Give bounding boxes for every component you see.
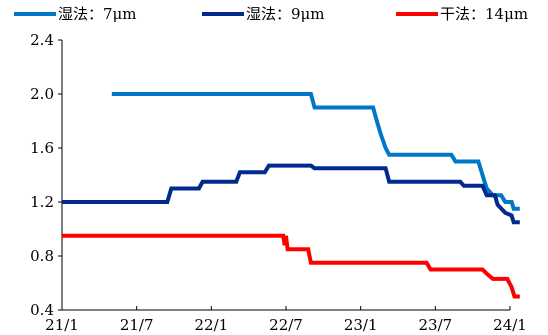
- x-tick-label: 22/1: [194, 316, 228, 334]
- y-tick-label: 0.8: [30, 247, 54, 265]
- x-tick-label: 22/7: [269, 316, 303, 334]
- y-tick-label: 1.6: [30, 139, 54, 157]
- legend-label-3: 干法：14μm: [440, 5, 528, 23]
- x-tick-label: 23/7: [418, 316, 452, 334]
- legend-label-1: 湿法：7μm: [58, 5, 137, 23]
- x-tick-label: 21/7: [120, 316, 154, 334]
- legend-label-2: 湿法：9μm: [246, 5, 325, 23]
- series-line-1: [111, 92, 520, 211]
- y-tick-label: 2.0: [30, 85, 54, 103]
- y-tick-label: 1.2: [30, 193, 54, 211]
- plot-area: [62, 92, 520, 299]
- y-tick-label: 0.4: [30, 301, 54, 319]
- series-line-2: [62, 163, 520, 225]
- x-tick-label: 21/1: [45, 316, 79, 334]
- x-tick-label: 23/1: [344, 316, 378, 334]
- x-tick-label: 24/1: [493, 316, 527, 334]
- y-tick-label: 2.4: [30, 31, 54, 49]
- axes: 2.4 2.0 1.6 1.2 0.8 0.421/1 21/7 22/1 22/7 23/1 23…: [30, 31, 527, 334]
- series-line-3: [62, 233, 520, 299]
- legend: 湿法：7μm 湿法：9μm 干法：14μm: [14, 5, 528, 23]
